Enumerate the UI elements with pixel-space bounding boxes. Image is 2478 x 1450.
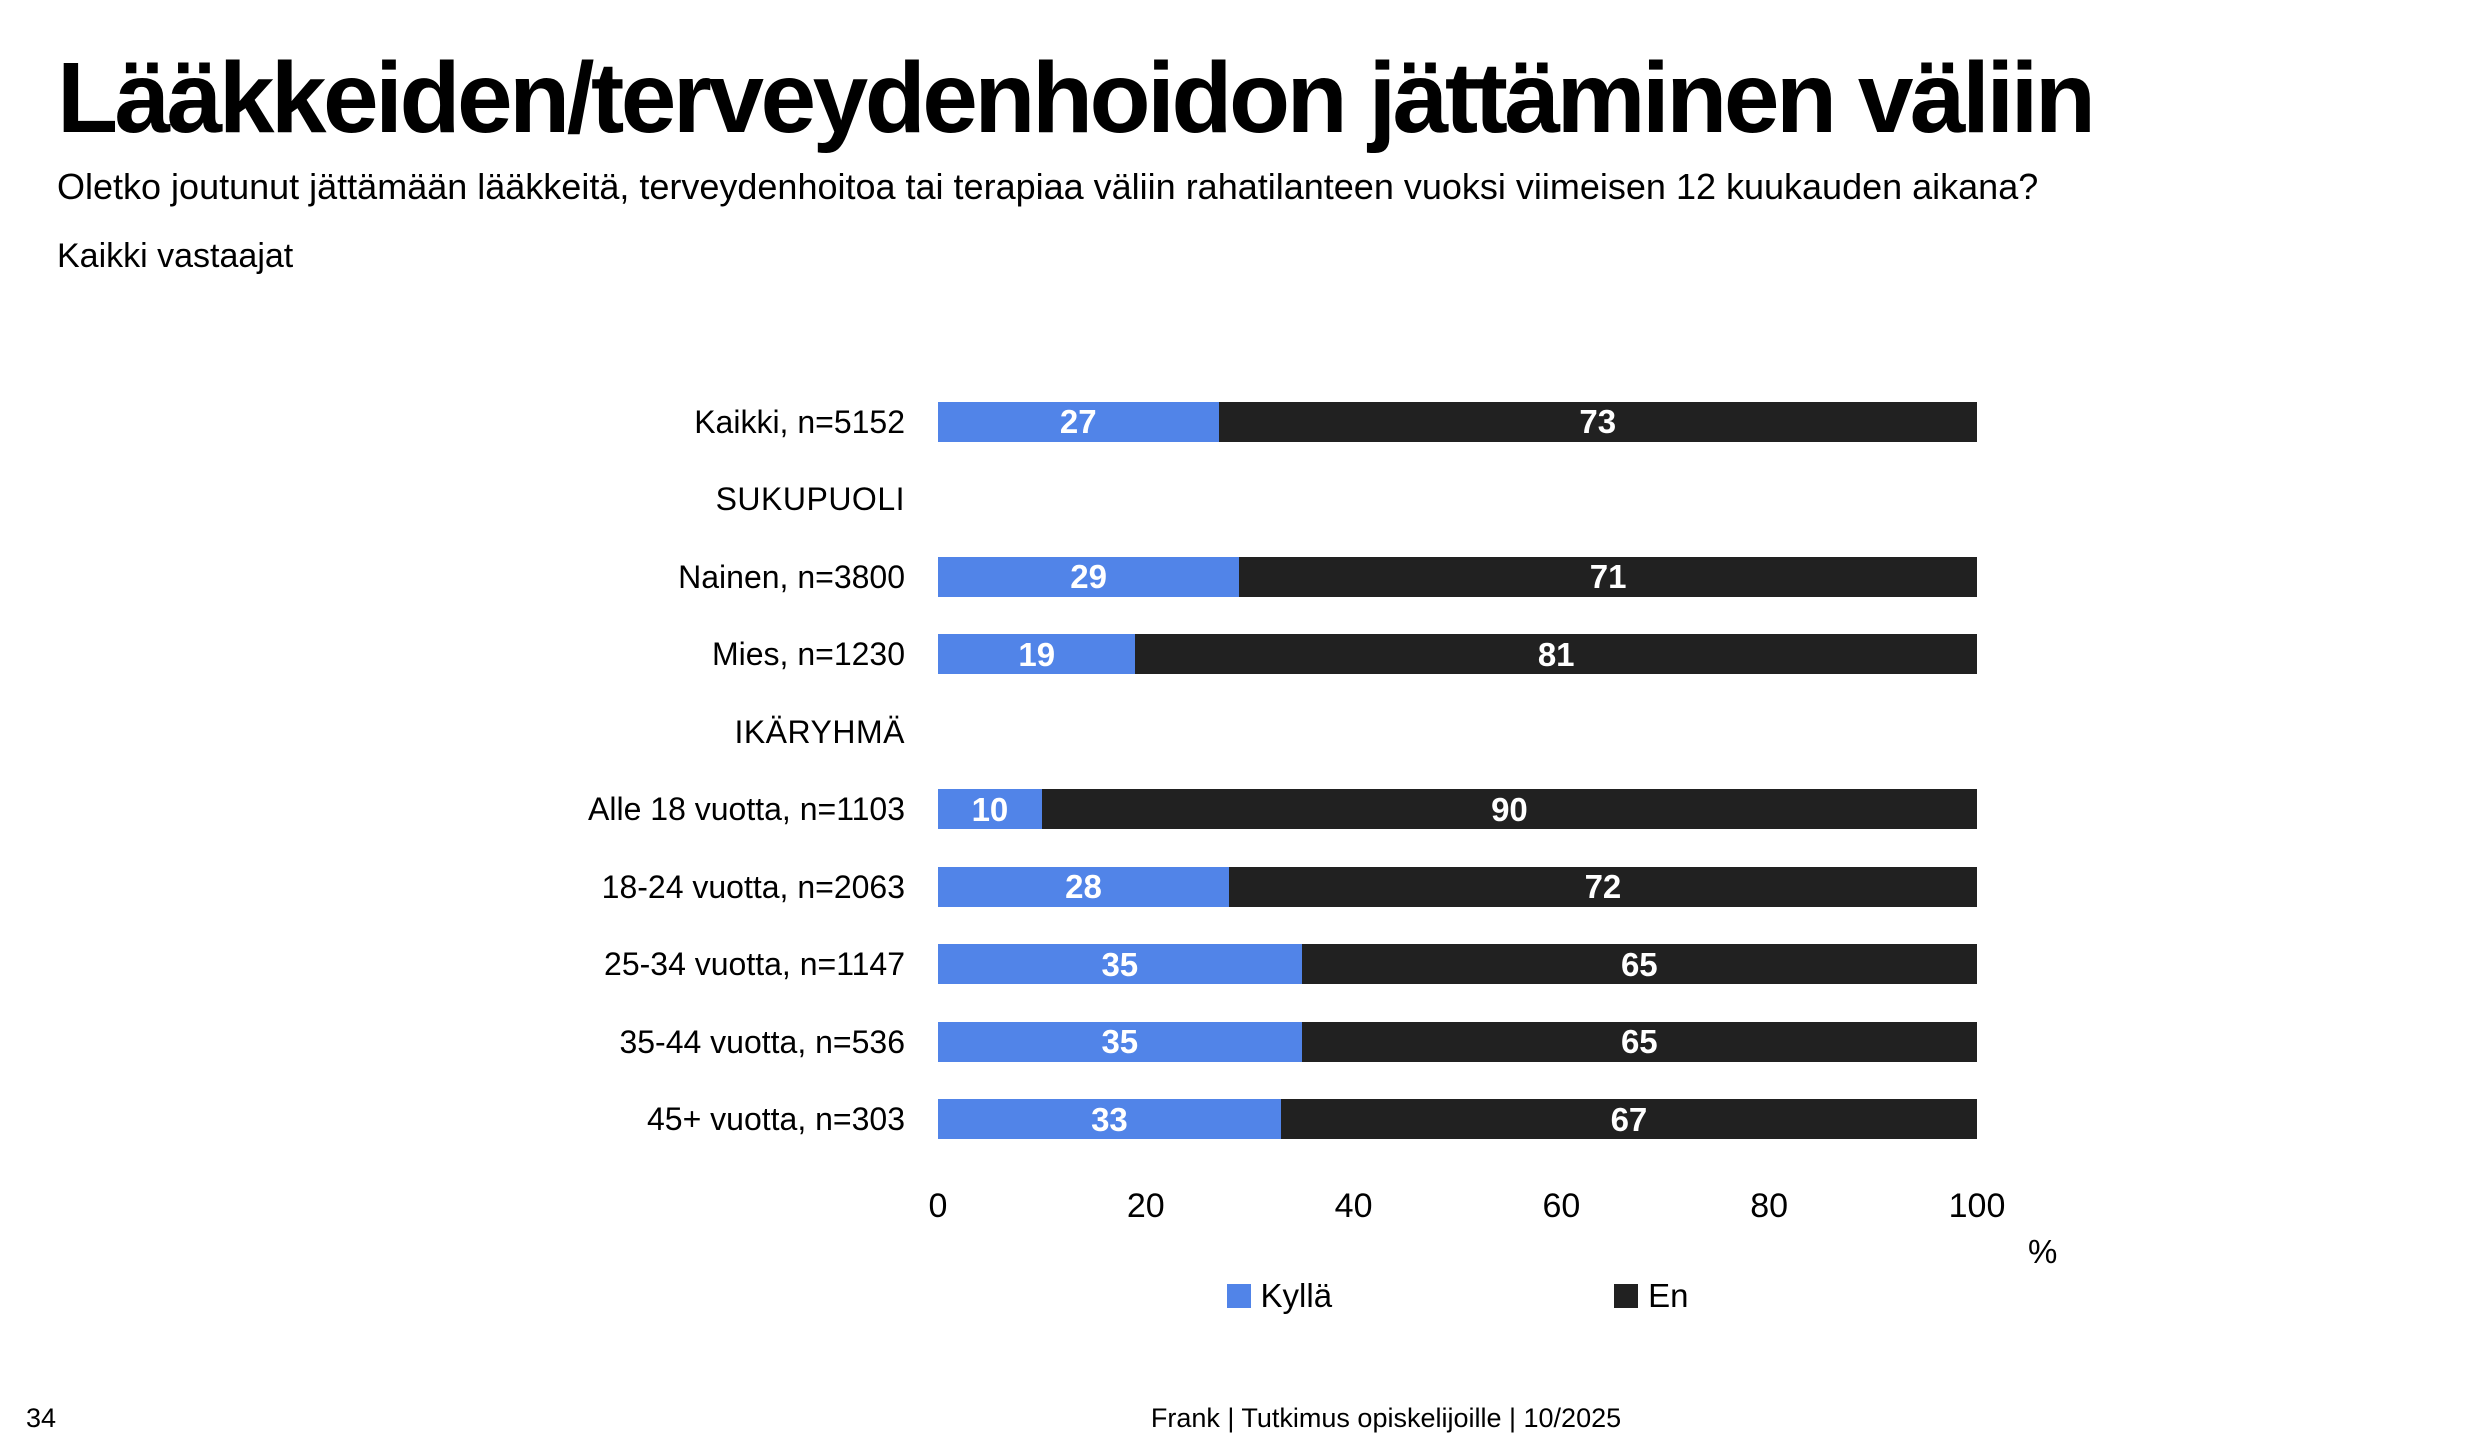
legend-swatch-kylla (1226, 1284, 1251, 1308)
x-axis-tick: 60 (1542, 1187, 1581, 1225)
chart-bar-row: Kaikki, n=5152 27 73 (0, 383, 1977, 461)
x-axis-tick: 0 (928, 1187, 948, 1225)
bar-segment-no: 71 (1239, 556, 1977, 597)
bar-row-label: 35-44 vuotta, n=536 (619, 1023, 905, 1060)
bar-value-label: 10 (971, 790, 1009, 828)
legend-item-en: En (1614, 1277, 1688, 1315)
bar-segment-yes: 35 (938, 944, 1302, 985)
bar-value-label: 27 (1059, 403, 1097, 441)
bar-segment-no: 72 (1228, 866, 1977, 907)
bar-value-label: 65 (1620, 1023, 1658, 1061)
bar-value-label: 71 (1589, 558, 1627, 596)
x-axis-tick: 40 (1334, 1187, 1373, 1225)
chart-bar-row: 35-44 vuotta, n=536 35 65 (0, 1003, 1977, 1081)
bar-segment-no: 73 (1218, 401, 1977, 442)
bar-row-label: 25-34 vuotta, n=1147 (604, 946, 905, 983)
x-axis-unit: % (2028, 1233, 2058, 1270)
stacked-bar: 29 71 (938, 556, 1977, 597)
chart-bar-row: Alle 18 vuotta, n=1103 10 90 (0, 771, 1977, 849)
chart-bar-row: 45+ vuotta, n=303 33 67 (0, 1081, 1977, 1159)
bar-value-label: 19 (1018, 635, 1056, 673)
bar-value-label: 35 (1101, 945, 1139, 983)
x-axis-tick: 20 (1126, 1187, 1165, 1225)
stacked-bar: 33 67 (938, 1099, 1977, 1140)
bar-row-label: Mies, n=1230 (711, 636, 905, 673)
legend-label-en: En (1648, 1277, 1689, 1314)
slide-header: Lääkkeiden/terveydenhoidon jättäminen vä… (57, 48, 2438, 276)
page-title: Lääkkeiden/terveydenhoidon jättäminen vä… (57, 42, 2096, 154)
chart-bar-row: Nainen, n=3800 29 71 (0, 538, 1977, 616)
chart-bar-row: 18-24 vuotta, n=2063 28 72 (0, 848, 1977, 926)
x-axis-tick: 80 (1750, 1187, 1789, 1225)
bar-value-label: 35 (1101, 1023, 1139, 1061)
survey-question: Oletko joutunut jättämään lääkkeitä, ter… (57, 166, 2039, 207)
x-axis: 0 20 40 60 80 100 (929, 1186, 2006, 1228)
bar-segment-yes: 19 (938, 634, 1136, 675)
stacked-bar: 27 73 (938, 401, 1977, 442)
bar-row-label: Alle 18 vuotta, n=1103 (588, 791, 905, 828)
bar-row-label: 18-24 vuotta, n=2063 (601, 868, 905, 905)
section-label: SUKUPUOLI (715, 481, 905, 518)
chart-bar-row: Mies, n=1230 19 81 (0, 616, 1977, 694)
bar-segment-no: 67 (1280, 1099, 1977, 1140)
bar-segment-yes: 10 (938, 789, 1042, 830)
chart-bar-row: 25-34 vuotta, n=1147 35 65 (0, 926, 1977, 1004)
stacked-bar-chart: Kaikki, n=5152 27 73 SUKUPUOLI Nainen, n=380… (0, 383, 1977, 1158)
bar-value-label: 73 (1579, 403, 1617, 441)
bar-segment-yes: 33 (938, 1099, 1281, 1140)
stacked-bar: 10 90 (938, 789, 1977, 830)
bar-value-label: 33 (1091, 1100, 1128, 1138)
bar-value-label: 67 (1610, 1100, 1648, 1138)
chart-legend: Kyllä En (938, 1277, 1977, 1315)
bar-value-label: 72 (1584, 868, 1622, 906)
bar-segment-no: 65 (1301, 944, 1977, 985)
bar-segment-yes: 29 (938, 556, 1240, 597)
stacked-bar: 28 72 (938, 866, 1977, 907)
bar-segment-yes: 28 (938, 866, 1229, 907)
bar-row-label: Kaikki, n=5152 (694, 403, 905, 440)
chart-section-header-row: IKÄRYHMÄ (0, 693, 1977, 771)
bar-value-label: 81 (1537, 635, 1575, 673)
respondent-group: Kaikki vastaajat (57, 236, 294, 275)
legend-swatch-en (1614, 1284, 1639, 1308)
stacked-bar: 35 65 (938, 1021, 1977, 1062)
bar-row-label: 45+ vuotta, n=303 (647, 1101, 905, 1138)
bar-segment-yes: 27 (938, 401, 1219, 442)
bar-segment-yes: 35 (938, 1021, 1302, 1062)
page-number: 34 (26, 1403, 57, 1433)
bar-segment-no: 81 (1135, 634, 1977, 675)
bar-segment-no: 65 (1301, 1021, 1977, 1062)
section-label: IKÄRYHMÄ (734, 713, 905, 750)
bar-value-label: 29 (1070, 558, 1107, 596)
bar-value-label: 28 (1065, 868, 1102, 906)
bar-value-label: 65 (1620, 945, 1658, 983)
chart-section-header-row: SUKUPUOLI (0, 461, 1977, 539)
legend-label-kylla: Kyllä (1260, 1277, 1333, 1314)
bar-segment-no: 90 (1041, 789, 1977, 830)
x-axis-tick: 100 (1948, 1187, 2006, 1225)
legend-item-kylla: Kyllä (1226, 1277, 1333, 1315)
bar-row-label: Nainen, n=3800 (678, 558, 905, 595)
bar-value-label: 90 (1491, 790, 1528, 828)
stacked-bar: 19 81 (938, 634, 1977, 675)
footer-source: Frank | Tutkimus opiskelijoille | 10/202… (1150, 1403, 1622, 1433)
stacked-bar: 35 65 (938, 944, 1977, 985)
